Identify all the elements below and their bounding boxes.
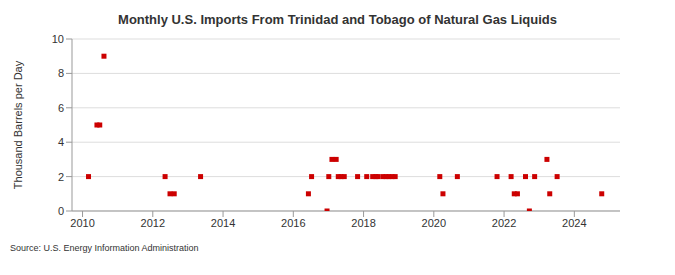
svg-text:2018: 2018 [351,217,375,229]
html-text:Source: U.S. Energy Informatio: Source: U.S. Energy Information Administ… [10,243,199,253]
html-text:Monthly U.S. Imports From Trin: Monthly U.S. Imports From Trinidad and T… [118,12,557,27]
svg-text:2016: 2016 [281,217,305,229]
svg-text:2: 2 [58,171,64,183]
svg-text:0: 0 [58,205,64,217]
svg-text:2014: 2014 [211,217,235,229]
svg-text:6: 6 [58,102,64,114]
svg-text:8: 8 [58,67,64,79]
svg-text:4: 4 [58,136,64,148]
svg-text:2024: 2024 [562,217,586,229]
svg-text:Thousand Barrels per Day: Thousand Barrels per Day [12,60,24,189]
svg-text:2022: 2022 [492,217,516,229]
svg-text:2010: 2010 [70,217,94,229]
svg-text:2020: 2020 [422,217,446,229]
svg-text:10: 10 [52,33,64,45]
svg-text:2012: 2012 [141,217,165,229]
